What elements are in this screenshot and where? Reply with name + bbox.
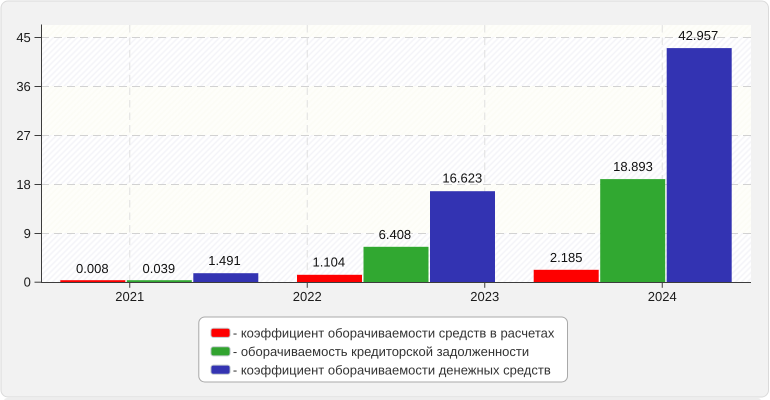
svg-text:2024: 2024 [648, 289, 677, 304]
svg-text:- коэффициент оборачиваемости: - коэффициент оборачиваемости денежных с… [233, 362, 551, 377]
svg-text:36: 36 [16, 79, 30, 94]
svg-text:0: 0 [24, 275, 31, 290]
svg-text:- оборачиваемость кредиторской: - оборачиваемость кредиторской задолженн… [233, 344, 529, 359]
svg-text:0.039: 0.039 [143, 261, 176, 276]
svg-text:1.491: 1.491 [208, 253, 241, 268]
svg-text:2023: 2023 [470, 289, 499, 304]
svg-text:2.185: 2.185 [550, 250, 583, 265]
svg-text:9: 9 [24, 226, 31, 241]
svg-text:6.408: 6.408 [379, 227, 412, 242]
svg-text:2021: 2021 [115, 289, 144, 304]
svg-text:1.104: 1.104 [313, 255, 346, 270]
svg-text:18.893: 18.893 [613, 159, 653, 174]
svg-text:2022: 2022 [293, 289, 322, 304]
svg-text:16.623: 16.623 [442, 171, 482, 186]
svg-text:27: 27 [16, 128, 30, 143]
svg-text:42.957: 42.957 [678, 28, 718, 43]
svg-text:- коэффициент оборачиваемости: - коэффициент оборачиваемости средств в … [233, 326, 555, 341]
svg-text:18: 18 [16, 177, 30, 192]
svg-text:45: 45 [16, 30, 30, 45]
svg-text:0.008: 0.008 [76, 261, 109, 276]
